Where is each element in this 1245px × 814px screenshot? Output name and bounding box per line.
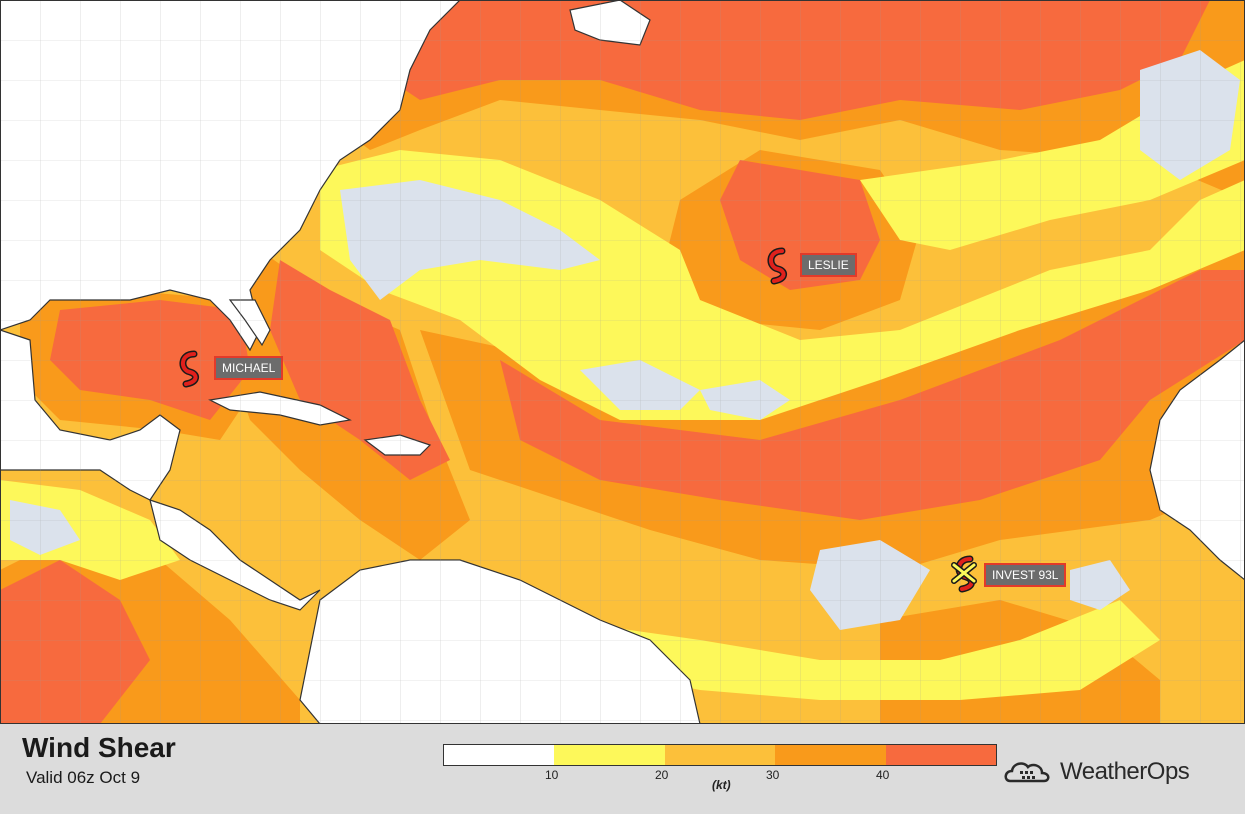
valid-time: Valid 06z Oct 9 bbox=[26, 768, 141, 787]
scale-segment bbox=[885, 745, 997, 765]
scale-segment bbox=[444, 745, 555, 765]
scale-tick: 20 bbox=[655, 768, 669, 782]
legend-footer: Wind Shear Valid 06z Oct 9 10 20 30 40 (… bbox=[0, 724, 1245, 814]
storm-label-invest-93l: INVEST 93L bbox=[984, 563, 1067, 587]
hurricane-icon bbox=[179, 350, 199, 388]
color-scale bbox=[443, 744, 997, 766]
storm-label-leslie: LESLIE bbox=[800, 253, 857, 277]
map-title: Wind Shear bbox=[22, 732, 176, 763]
scale-tick: 10 bbox=[545, 768, 559, 782]
wind-shear-map bbox=[0, 0, 1245, 724]
storm-label-michael: MICHAEL bbox=[214, 356, 284, 380]
cloud-logo-icon bbox=[1004, 762, 1050, 783]
brand-name: WeatherOps bbox=[1060, 758, 1190, 785]
scale-tick: 30 bbox=[766, 768, 780, 782]
scale-unit: (kt) bbox=[712, 778, 731, 792]
invest-x-icon bbox=[951, 555, 977, 593]
scale-segment bbox=[554, 745, 665, 765]
grid-overlay bbox=[0, 0, 1245, 724]
weatherops-logo: WeatherOps bbox=[1002, 752, 1190, 792]
scale-segment bbox=[664, 745, 776, 765]
scale-segment bbox=[775, 745, 886, 765]
hurricane-icon bbox=[767, 247, 787, 285]
scale-tick: 40 bbox=[876, 768, 890, 782]
